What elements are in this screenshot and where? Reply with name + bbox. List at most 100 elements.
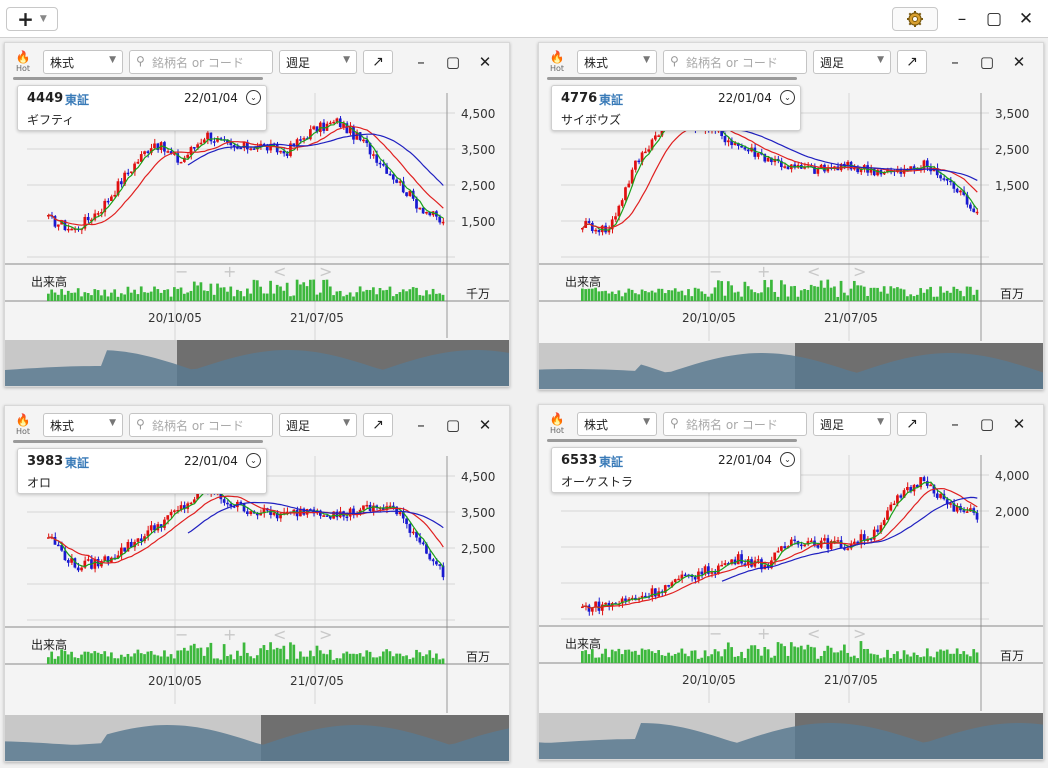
search-input[interactable]: ⚲ 銘柄名 or コード <box>663 50 807 74</box>
header-scrollbar[interactable] <box>13 440 263 443</box>
chevron-down-circle-icon[interactable]: ⌄ <box>780 452 795 467</box>
hot-button[interactable]: 🔥 Hot <box>547 50 567 76</box>
volume-bar <box>670 655 674 663</box>
popout-button[interactable]: ↗ <box>363 413 393 437</box>
volume-bar <box>289 642 292 664</box>
candle-body <box>846 548 850 550</box>
candle-body <box>315 126 319 133</box>
zoom-next-button[interactable]: > <box>853 624 867 643</box>
candle-body <box>922 160 926 169</box>
period-select[interactable]: 週足 ▼ <box>279 413 357 437</box>
candle-body <box>375 154 379 163</box>
type-select[interactable]: 株式 ▼ <box>43 413 123 437</box>
volume-bar <box>60 289 63 301</box>
zoom-minus-button[interactable]: − <box>709 624 723 643</box>
volume-bar <box>869 287 873 301</box>
volume-bar <box>70 292 73 301</box>
candle-body <box>219 138 223 140</box>
panel-minimize-button[interactable]: – <box>417 53 425 71</box>
candle-body <box>435 561 438 565</box>
panel-close-button[interactable]: ✕ <box>1012 53 1026 71</box>
volume-bar <box>318 650 322 664</box>
candle-body <box>83 216 87 229</box>
volume-bar <box>133 289 136 301</box>
search-input[interactable]: ⚲ 銘柄名 or コード <box>129 50 273 74</box>
popout-button[interactable]: ↗ <box>897 412 927 436</box>
volume-bar <box>610 291 614 301</box>
candle-body <box>139 154 143 162</box>
period-select[interactable]: 週足 ▼ <box>813 412 891 436</box>
period-select[interactable]: 週足 ▼ <box>813 50 891 74</box>
hot-button[interactable]: 🔥 Hot <box>547 412 567 438</box>
settings-button[interactable] <box>892 7 938 31</box>
candle-body <box>640 595 644 599</box>
y-tick-label: 4,000 <box>995 469 1030 483</box>
period-select[interactable]: 週足 ▼ <box>279 50 357 74</box>
close-button[interactable]: ✕ <box>1018 9 1034 29</box>
zoom-next-button[interactable]: > <box>853 262 867 281</box>
popout-button[interactable]: ↗ <box>897 50 927 74</box>
search-input[interactable]: ⚲ 銘柄名 or コード <box>663 412 807 436</box>
candle-body <box>793 539 796 542</box>
panel-minimize-button[interactable]: – <box>951 415 959 433</box>
volume-bar <box>196 285 199 301</box>
chevron-down-circle-icon[interactable]: ⌄ <box>246 453 261 468</box>
candle-body <box>103 556 107 561</box>
zoom-minus-button[interactable]: − <box>709 262 723 281</box>
zoom-plus-button[interactable]: + <box>223 262 237 281</box>
zoom-next-button[interactable]: > <box>319 262 333 281</box>
candle-body <box>236 147 239 149</box>
candle-body <box>425 544 428 554</box>
candle-body <box>86 216 90 221</box>
minimize-button[interactable]: – <box>957 9 967 29</box>
header-scrollbar[interactable] <box>547 439 797 442</box>
zoom-plus-button[interactable]: + <box>757 624 771 643</box>
volume-bar <box>236 650 239 664</box>
zoom-prev-button[interactable]: < <box>807 262 821 281</box>
panel-maximize-button[interactable]: ▢ <box>979 415 995 433</box>
zoom-prev-button[interactable]: < <box>273 262 287 281</box>
volume-unit-label: 千万 <box>466 287 491 301</box>
panel-maximize-button[interactable]: ▢ <box>445 416 461 434</box>
zoom-next-button[interactable]: > <box>319 625 333 644</box>
chevron-down-icon: ▼ <box>343 418 350 428</box>
volume-bar <box>780 643 783 663</box>
zoom-plus-button[interactable]: + <box>757 262 771 281</box>
volume-bar <box>819 656 823 663</box>
panel-close-button[interactable]: ✕ <box>478 53 492 71</box>
panel-maximize-button[interactable]: ▢ <box>979 53 995 71</box>
type-select[interactable]: 株式 ▼ <box>43 50 123 74</box>
panel-close-button[interactable]: ✕ <box>1012 415 1026 433</box>
header-scrollbar[interactable] <box>547 77 797 80</box>
panel-close-button[interactable]: ✕ <box>478 416 492 434</box>
zoom-prev-button[interactable]: < <box>273 625 287 644</box>
chart-panel-4449: 🔥 Hot 株式 ▼ ⚲ 銘柄名 or コード 週足 ▼ ↗ – ▢ ✕ 444… <box>4 42 510 387</box>
zoom-minus-button[interactable]: − <box>175 625 189 644</box>
candle-body <box>368 143 372 155</box>
zoom-minus-button[interactable]: − <box>175 262 189 281</box>
volume-bar <box>743 658 747 663</box>
panel-maximize-button[interactable]: ▢ <box>445 53 461 71</box>
candle-body <box>806 541 810 545</box>
add-chart-button[interactable]: + ▼ <box>6 7 58 31</box>
volume-bar <box>780 280 783 301</box>
search-input[interactable]: ⚲ 銘柄名 or コード <box>129 413 273 437</box>
volume-bar <box>299 284 302 301</box>
header-scrollbar[interactable] <box>13 77 263 80</box>
panel-minimize-button[interactable]: – <box>951 53 959 71</box>
panel-minimize-button[interactable]: – <box>417 416 425 434</box>
zoom-prev-button[interactable]: < <box>807 624 821 643</box>
hot-button[interactable]: 🔥 Hot <box>13 50 33 76</box>
zoom-plus-button[interactable]: + <box>223 625 237 644</box>
type-select[interactable]: 株式 ▼ <box>577 50 657 74</box>
type-select[interactable]: 株式 ▼ <box>577 412 657 436</box>
chevron-down-circle-icon[interactable]: ⌄ <box>246 90 261 105</box>
candle-body <box>866 165 869 173</box>
volume-bar <box>222 287 226 301</box>
hot-button[interactable]: 🔥 Hot <box>13 413 33 439</box>
popout-button[interactable]: ↗ <box>363 50 393 74</box>
chevron-down-circle-icon[interactable]: ⌄ <box>780 90 795 105</box>
y-tick-label: 2,000 <box>995 505 1030 519</box>
maximize-button[interactable]: ▢ <box>985 9 1003 29</box>
volume-bar <box>670 290 674 301</box>
